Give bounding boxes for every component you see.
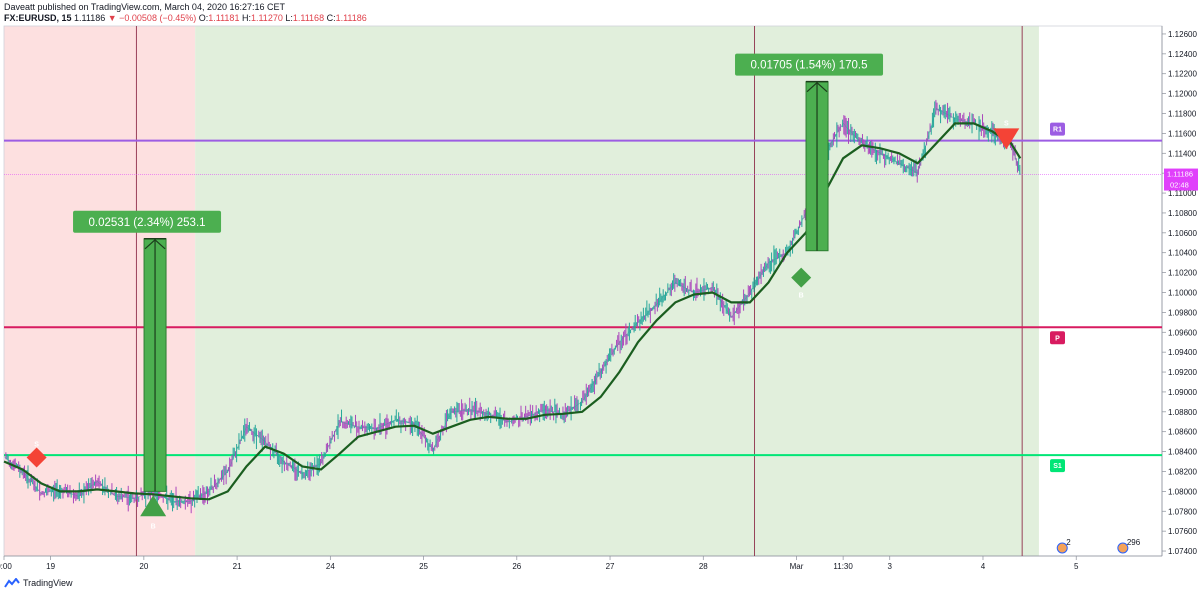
background-zone-1 — [195, 26, 1039, 556]
brand-name: TradingView — [23, 578, 73, 588]
level-badge-s1: S1 — [1050, 459, 1065, 473]
x-tick-label: 0:00 — [0, 562, 12, 571]
signal-marker-2 — [791, 267, 812, 288]
y-tick-label: 1.12600 — [1168, 30, 1197, 39]
signal-marker-3 — [993, 128, 1020, 150]
y-tick-label: 1.08200 — [1168, 467, 1197, 476]
tradingview-logo-icon — [4, 578, 20, 588]
x-tick-label: 5 — [1074, 562, 1079, 571]
level-badge-r1: R1 — [1050, 122, 1065, 136]
x-tick-label: Mar — [790, 562, 804, 571]
measurement-arrowhead-1 — [806, 81, 828, 93]
x-tick-label: 19 — [46, 562, 55, 571]
current-price-label: 1.11186 — [1167, 170, 1193, 179]
signal-label-3: S — [1004, 120, 1009, 127]
x-tick-label: 21 — [233, 562, 242, 571]
high-label: H: — [241, 13, 251, 23]
price-change: ▼ −0.00508 (−0.45%) — [107, 13, 197, 23]
y-tick-label: 1.08800 — [1168, 408, 1197, 417]
y-tick-label: 1.10000 — [1168, 288, 1197, 297]
symbol-info-bar: FX:EURUSD, 15 1.11186 ▼ −0.00508 (−0.45%… — [4, 13, 367, 23]
bar-countdown-label: 02:48 — [1170, 181, 1189, 190]
event-badge-label-0: 2 — [1066, 538, 1071, 547]
signal-label-1: B — [151, 523, 156, 530]
last-price: 1.11186 — [74, 13, 106, 23]
low-value: 1.11168 — [292, 13, 325, 23]
level-badge-label: S1 — [1053, 463, 1062, 470]
publisher-line: Daveatt published on TradingView.com, Ma… — [4, 2, 286, 12]
y-tick-label: 1.09000 — [1168, 388, 1197, 397]
event-flag-icon-0 — [1056, 542, 1068, 554]
y-tick-label: 1.10200 — [1168, 269, 1197, 278]
level-badge-box — [1050, 122, 1065, 136]
y-tick-label: 1.09400 — [1168, 348, 1197, 357]
x-tick-label: 3 — [888, 562, 893, 571]
y-tick-label: 1.07600 — [1168, 527, 1197, 536]
y-tick-label: 1.12200 — [1168, 70, 1197, 79]
y-tick-label: 1.07400 — [1168, 547, 1197, 556]
measurement-label-1: 0.01705 (1.54%) 170.5 — [751, 60, 868, 72]
y-tick-label: 1.11800 — [1168, 110, 1197, 119]
x-tick-label: 11:30 — [833, 562, 853, 571]
footer-brand[interactable]: TradingView — [4, 578, 73, 588]
y-tick-label: 1.09200 — [1168, 368, 1197, 377]
measurement-label-box-1 — [735, 53, 884, 76]
y-tick-label: 1.10800 — [1168, 209, 1197, 218]
open-label: O: — [198, 13, 209, 23]
x-tick-label: 4 — [981, 562, 986, 571]
moving-average-line — [3, 122, 1022, 501]
y-tick-label: 1.07800 — [1168, 507, 1197, 516]
x-tick-label: 27 — [606, 562, 615, 571]
measurement-arrowhead-0 — [144, 238, 166, 250]
x-tick-label: 24 — [326, 562, 335, 571]
measurement-label-box-0 — [73, 210, 222, 233]
level-badge-p: P — [1050, 331, 1065, 345]
close-label: C: — [326, 13, 336, 23]
y-tick-label: 1.12400 — [1168, 50, 1197, 59]
symbol-name[interactable]: FX:EURUSD, 15 — [4, 13, 72, 23]
y-tick-label: 1.10600 — [1168, 229, 1197, 238]
x-tick-label: 20 — [139, 562, 148, 571]
y-tick-label: 1.08400 — [1168, 448, 1197, 457]
level-badge-label: P — [1055, 335, 1060, 342]
signal-label-0: S — [34, 442, 39, 449]
low-label: L: — [285, 13, 293, 23]
close-value: 1.11186 — [335, 13, 367, 23]
y-tick-label: 1.08600 — [1168, 428, 1197, 437]
event-flag-icon-1 — [1117, 542, 1129, 554]
y-tick-label: 1.09600 — [1168, 328, 1197, 337]
y-tick-label: 1.08000 — [1168, 487, 1197, 496]
current-price-tag — [1164, 168, 1198, 191]
level-badge-box — [1050, 459, 1065, 473]
measurement-label-0: 0.02531 (2.34%) 253.1 — [89, 217, 206, 229]
x-tick-label: 26 — [512, 562, 521, 571]
y-tick-label: 1.11000 — [1168, 189, 1197, 198]
y-tick-label: 1.10400 — [1168, 249, 1197, 258]
x-tick-label: 28 — [699, 562, 708, 571]
y-tick-label: 1.12000 — [1168, 90, 1197, 99]
event-badge-label-1: 296 — [1127, 538, 1141, 547]
y-tick-label: 1.11600 — [1168, 129, 1197, 138]
high-value: 1.11270 — [250, 13, 283, 23]
level-badge-box — [1050, 331, 1065, 345]
y-tick-label: 1.11400 — [1168, 149, 1197, 158]
level-badge-label: R1 — [1053, 127, 1062, 134]
x-tick-label: 25 — [419, 562, 428, 571]
signal-label-2: B — [799, 293, 804, 300]
signal-marker-0 — [26, 447, 47, 468]
y-tick-label: 1.09800 — [1168, 308, 1197, 317]
open-value: 1.11181 — [208, 13, 240, 23]
signal-marker-1 — [140, 495, 167, 517]
